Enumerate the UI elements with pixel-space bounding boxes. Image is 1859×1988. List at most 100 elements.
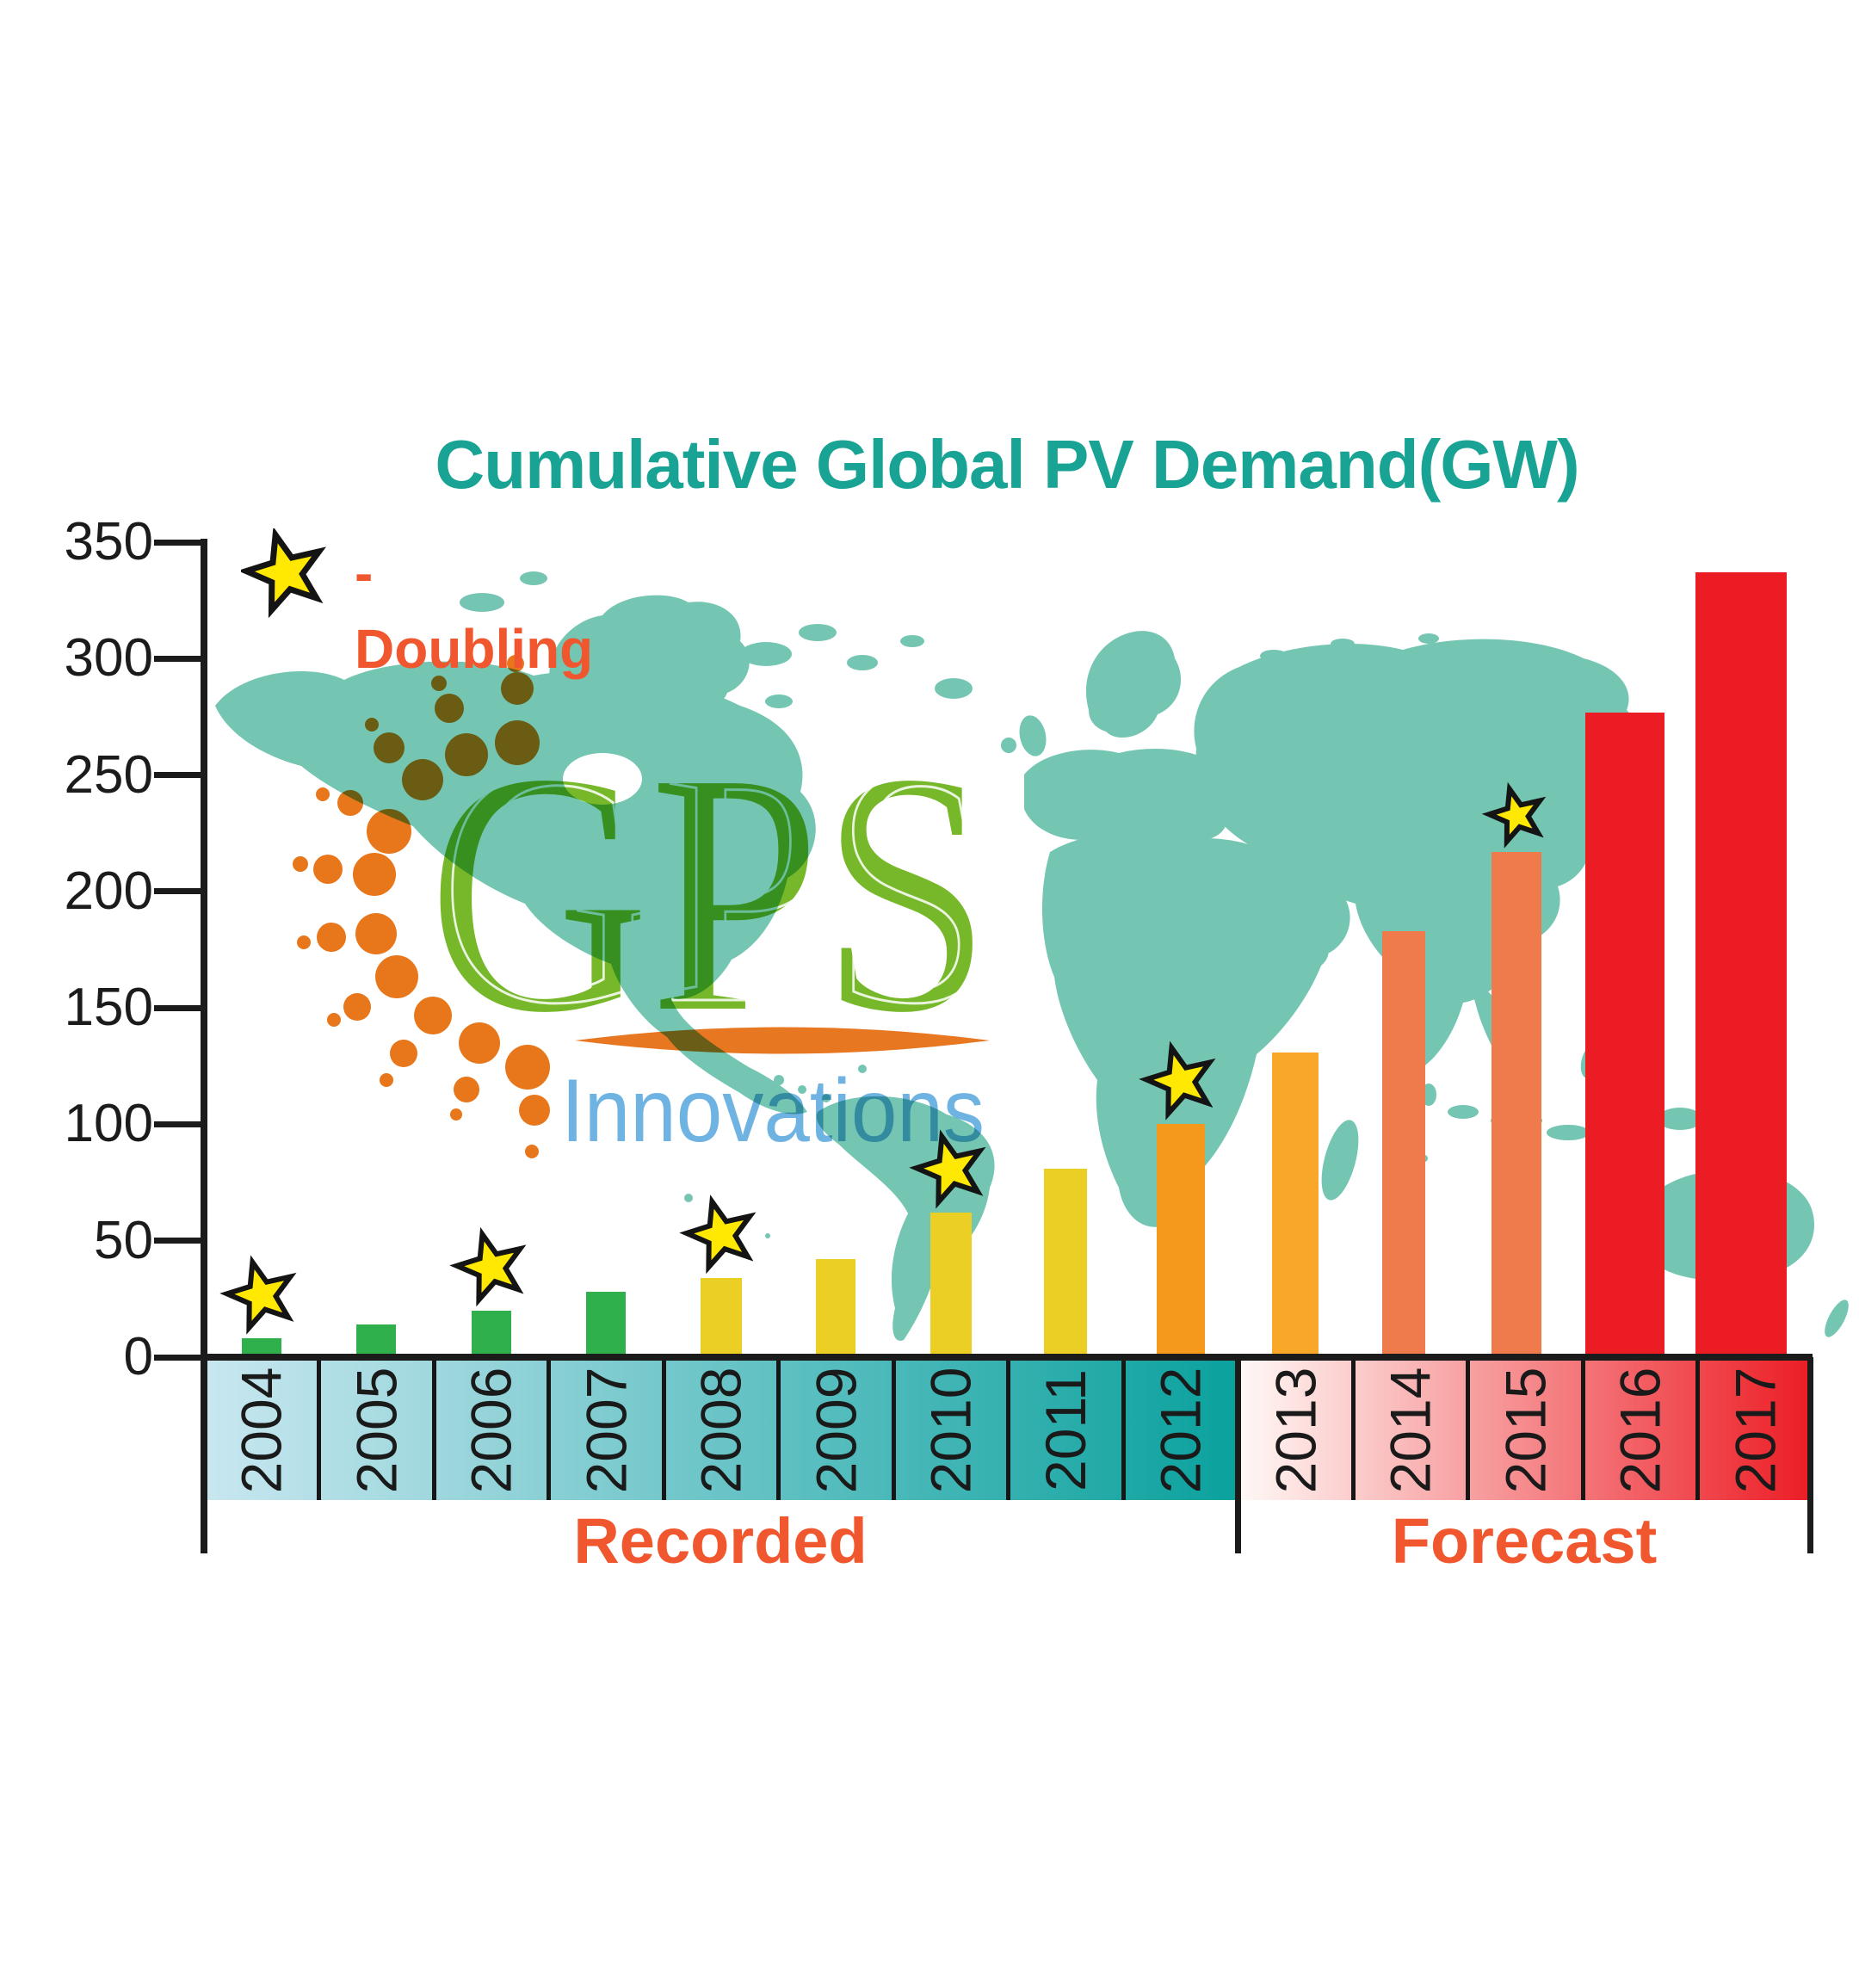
year-label-wrap: 2014	[1353, 1361, 1468, 1500]
y-axis-tick	[154, 539, 204, 546]
logo-dot	[293, 856, 308, 872]
y-axis-tick-label: 300	[64, 628, 153, 688]
year-cell-separator	[431, 1361, 436, 1500]
logo-dot	[445, 733, 488, 776]
year-label: 2017	[1723, 1367, 1788, 1494]
bar-2013	[1272, 1052, 1319, 1357]
logo-dot	[365, 718, 379, 732]
logo-dot	[316, 787, 330, 801]
year-label: 2004	[229, 1367, 293, 1494]
bar-2008	[700, 1278, 742, 1357]
year-cell-separator	[776, 1361, 781, 1500]
logo-dot	[454, 1077, 479, 1102]
year-label-wrap: 2010	[893, 1361, 1009, 1500]
year-cell-separator	[1466, 1361, 1470, 1500]
y-axis-tick-label: 50	[94, 1210, 153, 1270]
recorded-band-gradient	[204, 1361, 1238, 1500]
logo-dot	[353, 853, 396, 896]
year-label-wrap: 2009	[779, 1361, 894, 1500]
year-label-wrap: 2013	[1238, 1361, 1354, 1500]
year-label: 2016	[1608, 1367, 1672, 1494]
year-cell-2016: 2016	[1583, 1361, 1698, 1500]
logo-gps-text-highlight: GPS	[440, 694, 1004, 1075]
year-cell-separator	[1121, 1361, 1126, 1500]
year-cell-2013: 2013	[1238, 1361, 1354, 1500]
year-label-wrap: 2004	[204, 1361, 319, 1500]
logo-dot	[355, 913, 397, 954]
y-axis-tick	[154, 888, 204, 895]
logo-dot	[337, 790, 363, 816]
logo-lens-shape	[575, 1027, 990, 1054]
bar-2017	[1695, 572, 1788, 1357]
year-cell-2012: 2012	[1123, 1361, 1238, 1500]
year-label-wrap: 2005	[319, 1361, 435, 1500]
y-axis-tick-label: 350	[64, 512, 153, 571]
bar-2004	[241, 1338, 281, 1357]
doubling-star-glyph	[241, 528, 326, 619]
year-label-wrap: 2008	[664, 1361, 779, 1500]
year-cell-separator	[317, 1361, 321, 1500]
y-axis-tick	[154, 1238, 204, 1244]
chart-title: Cumulative Global PV Demand(GW)	[435, 426, 1579, 503]
year-cell-2004: 2004	[204, 1361, 319, 1500]
y-axis-tick-label: 200	[64, 861, 153, 921]
logo-dot	[431, 676, 447, 691]
year-cell-separator	[1695, 1361, 1700, 1500]
bar-2010	[930, 1213, 972, 1357]
bar-2016	[1584, 712, 1664, 1357]
year-cell-separator	[1006, 1361, 1010, 1500]
logo-dot	[375, 955, 418, 998]
logo-dot	[343, 993, 371, 1021]
year-label: 2013	[1263, 1367, 1328, 1494]
year-label: 2006	[459, 1367, 523, 1494]
logo-dot	[327, 1013, 341, 1027]
recorded-forecast-divider-line	[1235, 1357, 1241, 1553]
logo-innovations-text: Innovations	[561, 1061, 985, 1161]
logo-dot	[450, 1108, 462, 1121]
bar-2009	[816, 1259, 856, 1357]
logo-dot	[380, 1073, 393, 1087]
doubling-legend-label: - Doubling	[355, 542, 594, 680]
year-cell-2010: 2010	[893, 1361, 1009, 1500]
year-cell-separator	[547, 1361, 551, 1500]
bar-2014	[1381, 930, 1425, 1357]
y-axis-tick	[154, 772, 204, 779]
bar-2006	[471, 1310, 511, 1357]
y-axis-tick-label: 250	[64, 744, 153, 805]
logo-dot	[297, 935, 311, 949]
logo-dot	[390, 1040, 417, 1067]
forecast-section-label: Forecast	[1391, 1505, 1658, 1577]
logo-dot	[317, 923, 346, 952]
forecast-band-gradient	[1238, 1361, 1813, 1500]
logo-dot	[367, 809, 411, 854]
year-label: 2005	[344, 1367, 409, 1494]
year-label: 2014	[1378, 1367, 1442, 1494]
bar-2007	[586, 1292, 627, 1357]
year-cell-separator	[661, 1361, 666, 1500]
logo-dot	[519, 1095, 550, 1126]
year-label: 2010	[918, 1367, 983, 1494]
logo-dot	[435, 694, 464, 723]
year-cell-2014: 2014	[1353, 1361, 1468, 1500]
y-axis-tick	[154, 1121, 204, 1127]
year-label: 2012	[1148, 1367, 1213, 1494]
recorded-section-label: Recorded	[573, 1505, 868, 1577]
year-cell-separator	[1350, 1361, 1356, 1500]
year-label: 2007	[574, 1367, 639, 1494]
year-label: 2011	[1034, 1369, 1098, 1491]
year-label-wrap: 2017	[1698, 1361, 1813, 1500]
logo-dot	[501, 672, 534, 705]
year-label: 2008	[689, 1367, 753, 1494]
year-label: 2015	[1493, 1367, 1558, 1494]
plot-right-line	[1807, 1357, 1813, 1553]
y-axis-line	[201, 539, 207, 1553]
logo-dot	[313, 855, 343, 884]
logo-dot	[495, 720, 540, 765]
logo-dot	[507, 655, 524, 672]
y-axis-tick-label: 0	[123, 1327, 153, 1386]
logo-dot	[414, 997, 452, 1034]
year-cell-2015: 2015	[1468, 1361, 1584, 1500]
doubling-star-icon	[241, 528, 326, 619]
logo-gps-text: GPS	[428, 702, 991, 1084]
